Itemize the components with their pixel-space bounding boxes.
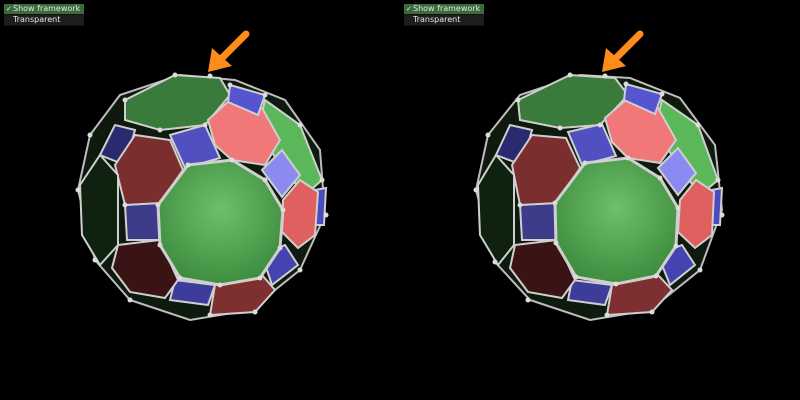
left-view[interactable]: ✓Show framework Transparent	[0, 0, 400, 400]
checkmark-icon: ✓	[406, 5, 412, 13]
vertex-markers	[473, 72, 725, 318]
transparent-option[interactable]: Transparent	[404, 15, 484, 26]
transparent-label: Transparent	[13, 15, 61, 24]
blue-face-5	[123, 201, 162, 241]
blue-face-3	[260, 148, 302, 199]
show-framework-option[interactable]: ✓Show framework	[404, 4, 484, 15]
options-menu: ✓Show framework Transparent	[404, 4, 484, 26]
transparent-option[interactable]: Transparent	[4, 15, 84, 26]
blue-face-7	[566, 278, 614, 307]
blue-face-2	[168, 123, 222, 170]
blue-face-7	[168, 278, 217, 307]
right-view[interactable]: ✓Show framework Transparent	[400, 0, 800, 400]
blue-face-3	[656, 146, 698, 197]
blue-face-5	[518, 201, 559, 241]
arrow-icon	[602, 30, 644, 72]
dark-green-face-left	[78, 153, 119, 267]
polyhedron-scene[interactable]	[400, 0, 800, 400]
transparent-label: Transparent	[413, 15, 461, 24]
show-framework-option[interactable]: ✓Show framework	[4, 4, 84, 15]
vertex-markers	[75, 72, 329, 318]
options-menu: ✓Show framework Transparent	[4, 4, 84, 26]
arrow-icon	[208, 30, 250, 72]
show-framework-label: Show framework	[413, 4, 481, 13]
checkmark-icon: ✓	[6, 5, 12, 13]
blue-face-1	[226, 83, 267, 117]
polyhedron-scene[interactable]	[0, 0, 400, 400]
blue-face-1	[622, 82, 664, 116]
show-framework-label: Show framework	[13, 4, 81, 13]
blue-face-2	[566, 122, 618, 167]
dark-green-face-left	[476, 153, 515, 267]
